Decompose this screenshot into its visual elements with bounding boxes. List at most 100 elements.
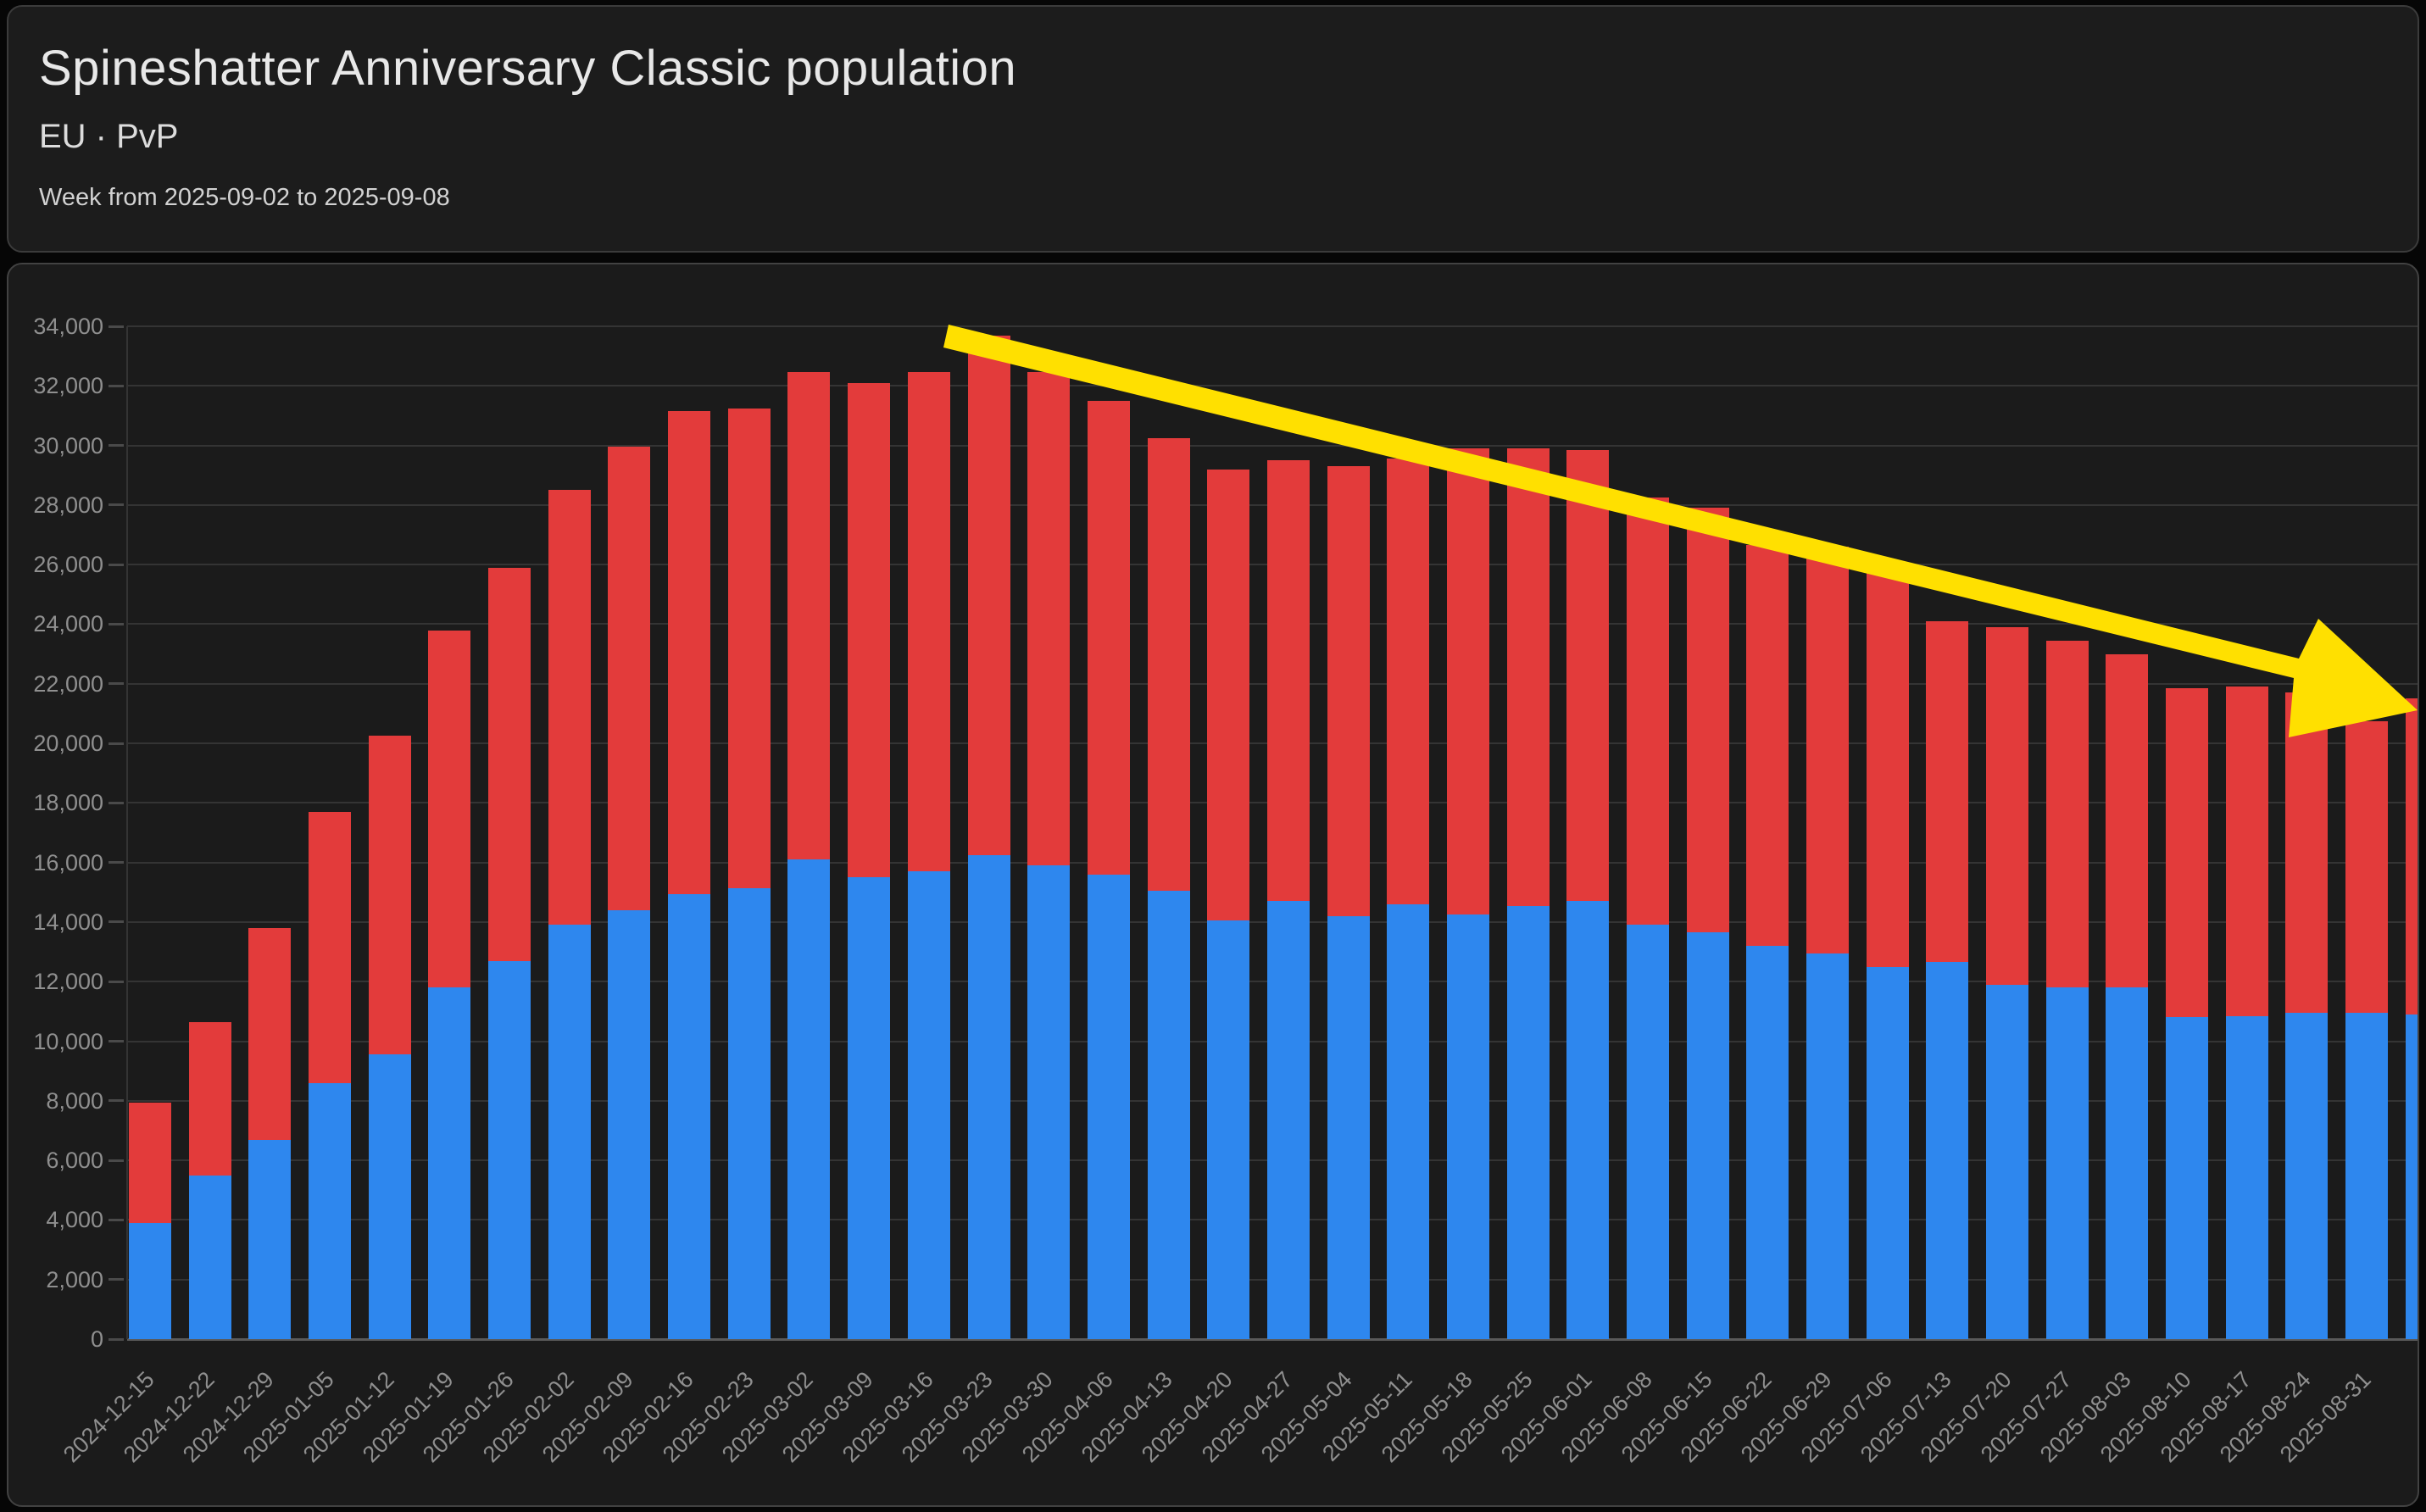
bar-segment-blue[interactable]: [1387, 903, 1430, 1339]
bar-segment-blue[interactable]: [787, 859, 831, 1339]
bar-segment-red[interactable]: [967, 335, 1010, 855]
bar-segment-blue[interactable]: [907, 871, 950, 1339]
bar-2025-07-27[interactable]: [2045, 640, 2089, 1339]
bar-2025-06-08[interactable]: [1627, 498, 1669, 1339]
bar-segment-blue[interactable]: [1566, 901, 1610, 1339]
bar-segment-blue[interactable]: [428, 987, 471, 1339]
bar-2025-05-04[interactable]: [1327, 466, 1370, 1339]
bar-segment-red[interactable]: [188, 1021, 231, 1176]
bar-segment-red[interactable]: [2225, 687, 2268, 1016]
bar-segment-blue[interactable]: [2045, 987, 2089, 1339]
bar-segment-blue[interactable]: [488, 960, 531, 1339]
bar-2025-08-17[interactable]: [2225, 687, 2268, 1339]
bar-segment-blue[interactable]: [1686, 932, 1729, 1339]
bar-segment-red[interactable]: [1147, 437, 1190, 892]
bar-segment-red[interactable]: [2345, 720, 2389, 1014]
bar-segment-red[interactable]: [2045, 640, 2089, 988]
bar-segment-blue[interactable]: [2285, 1013, 2329, 1339]
bar-2025-02-23[interactable]: [727, 408, 771, 1339]
bar-2025-08-31[interactable]: [2345, 720, 2389, 1339]
bar-2025-06-15[interactable]: [1686, 508, 1729, 1339]
bar-segment-blue[interactable]: [2225, 1015, 2268, 1339]
bar-segment-red[interactable]: [368, 736, 411, 1055]
bar-segment-blue[interactable]: [967, 854, 1010, 1339]
bar-2025-03-16[interactable]: [907, 372, 950, 1339]
bar-segment-red[interactable]: [1686, 508, 1729, 933]
bar-segment-red[interactable]: [608, 447, 651, 910]
bar-2025-03-09[interactable]: [848, 382, 891, 1339]
bar-segment-blue[interactable]: [2166, 1017, 2209, 1339]
bar-segment-blue[interactable]: [1806, 953, 1850, 1339]
bar-2025-04-06[interactable]: [1087, 400, 1130, 1339]
bar-segment-red[interactable]: [2285, 692, 2329, 1014]
bar-segment-red[interactable]: [1926, 620, 1969, 963]
bar-segment-red[interactable]: [488, 567, 531, 961]
bar-segment-red[interactable]: [1627, 498, 1669, 926]
bar-segment-red[interactable]: [848, 382, 891, 878]
bar-segment-blue[interactable]: [248, 1139, 292, 1339]
bar-2025-07-13[interactable]: [1926, 620, 1969, 1339]
bar-2025-01-05[interactable]: [309, 811, 352, 1339]
bar-segment-blue[interactable]: [1207, 920, 1250, 1339]
bar-segment-blue[interactable]: [2106, 987, 2149, 1339]
bar-2024-12-15[interactable]: [129, 1102, 171, 1339]
bar-segment-blue[interactable]: [1866, 966, 1909, 1339]
bar-2025-05-25[interactable]: [1506, 448, 1550, 1339]
bar-segment-red[interactable]: [2405, 698, 2418, 1014]
bar-segment-blue[interactable]: [2345, 1013, 2389, 1339]
bar-segment-red[interactable]: [1266, 460, 1310, 902]
bar-segment-red[interactable]: [668, 411, 711, 894]
bar-segment-red[interactable]: [548, 490, 591, 926]
bar-2025-05-18[interactable]: [1446, 448, 1489, 1339]
bar-segment-red[interactable]: [1506, 448, 1550, 906]
bar-segment-blue[interactable]: [1087, 874, 1130, 1339]
bar-2025-04-27[interactable]: [1266, 460, 1310, 1339]
bar-2025-08-03[interactable]: [2106, 653, 2149, 1339]
bar-segment-red[interactable]: [1446, 448, 1489, 915]
bar-segment-red[interactable]: [787, 372, 831, 860]
bar-2025-01-12[interactable]: [368, 736, 411, 1339]
bar-segment-blue[interactable]: [309, 1082, 352, 1339]
bar-2025-08-10[interactable]: [2166, 688, 2209, 1339]
bar-segment-blue[interactable]: [2405, 1014, 2418, 1339]
bar-segment-blue[interactable]: [368, 1054, 411, 1339]
bar-segment-red[interactable]: [1387, 459, 1430, 904]
bar-segment-red[interactable]: [1087, 400, 1130, 875]
bar-segment-red[interactable]: [1566, 449, 1610, 902]
bar-segment-blue[interactable]: [1446, 914, 1489, 1339]
bar-segment-red[interactable]: [907, 372, 950, 872]
bar-segment-red[interactable]: [2166, 688, 2209, 1018]
bar-partial-right[interactable]: [2405, 698, 2418, 1339]
bar-segment-blue[interactable]: [848, 877, 891, 1339]
bar-segment-red[interactable]: [1866, 567, 1909, 967]
bar-2025-03-02[interactable]: [787, 372, 831, 1339]
bar-2025-06-29[interactable]: [1806, 547, 1850, 1339]
bar-segment-red[interactable]: [1027, 372, 1071, 866]
bar-segment-red[interactable]: [1986, 626, 2029, 985]
bar-segment-red[interactable]: [309, 811, 352, 1083]
bar-2025-02-09[interactable]: [608, 447, 651, 1339]
bar-2025-05-11[interactable]: [1387, 459, 1430, 1339]
bar-segment-red[interactable]: [1207, 469, 1250, 921]
bar-segment-red[interactable]: [1327, 466, 1370, 916]
bar-segment-blue[interactable]: [548, 925, 591, 1339]
bar-2025-06-22[interactable]: [1746, 545, 1789, 1339]
bar-segment-blue[interactable]: [1027, 865, 1071, 1339]
bar-2025-08-24[interactable]: [2285, 692, 2329, 1339]
bar-segment-blue[interactable]: [188, 1175, 231, 1339]
bar-2025-07-06[interactable]: [1866, 567, 1909, 1339]
bar-2025-01-26[interactable]: [488, 567, 531, 1339]
bar-2025-01-19[interactable]: [428, 630, 471, 1340]
bar-segment-blue[interactable]: [1627, 925, 1669, 1339]
bar-segment-red[interactable]: [727, 408, 771, 888]
bar-segment-blue[interactable]: [129, 1222, 171, 1339]
bar-2025-03-30[interactable]: [1027, 372, 1071, 1339]
bar-segment-red[interactable]: [1806, 547, 1850, 953]
bar-2025-02-02[interactable]: [548, 490, 591, 1339]
bar-segment-blue[interactable]: [608, 909, 651, 1339]
bar-segment-blue[interactable]: [1327, 915, 1370, 1339]
bar-segment-blue[interactable]: [1266, 901, 1310, 1339]
bar-segment-red[interactable]: [2106, 653, 2149, 988]
bar-segment-blue[interactable]: [727, 887, 771, 1339]
bar-2024-12-29[interactable]: [248, 927, 292, 1339]
